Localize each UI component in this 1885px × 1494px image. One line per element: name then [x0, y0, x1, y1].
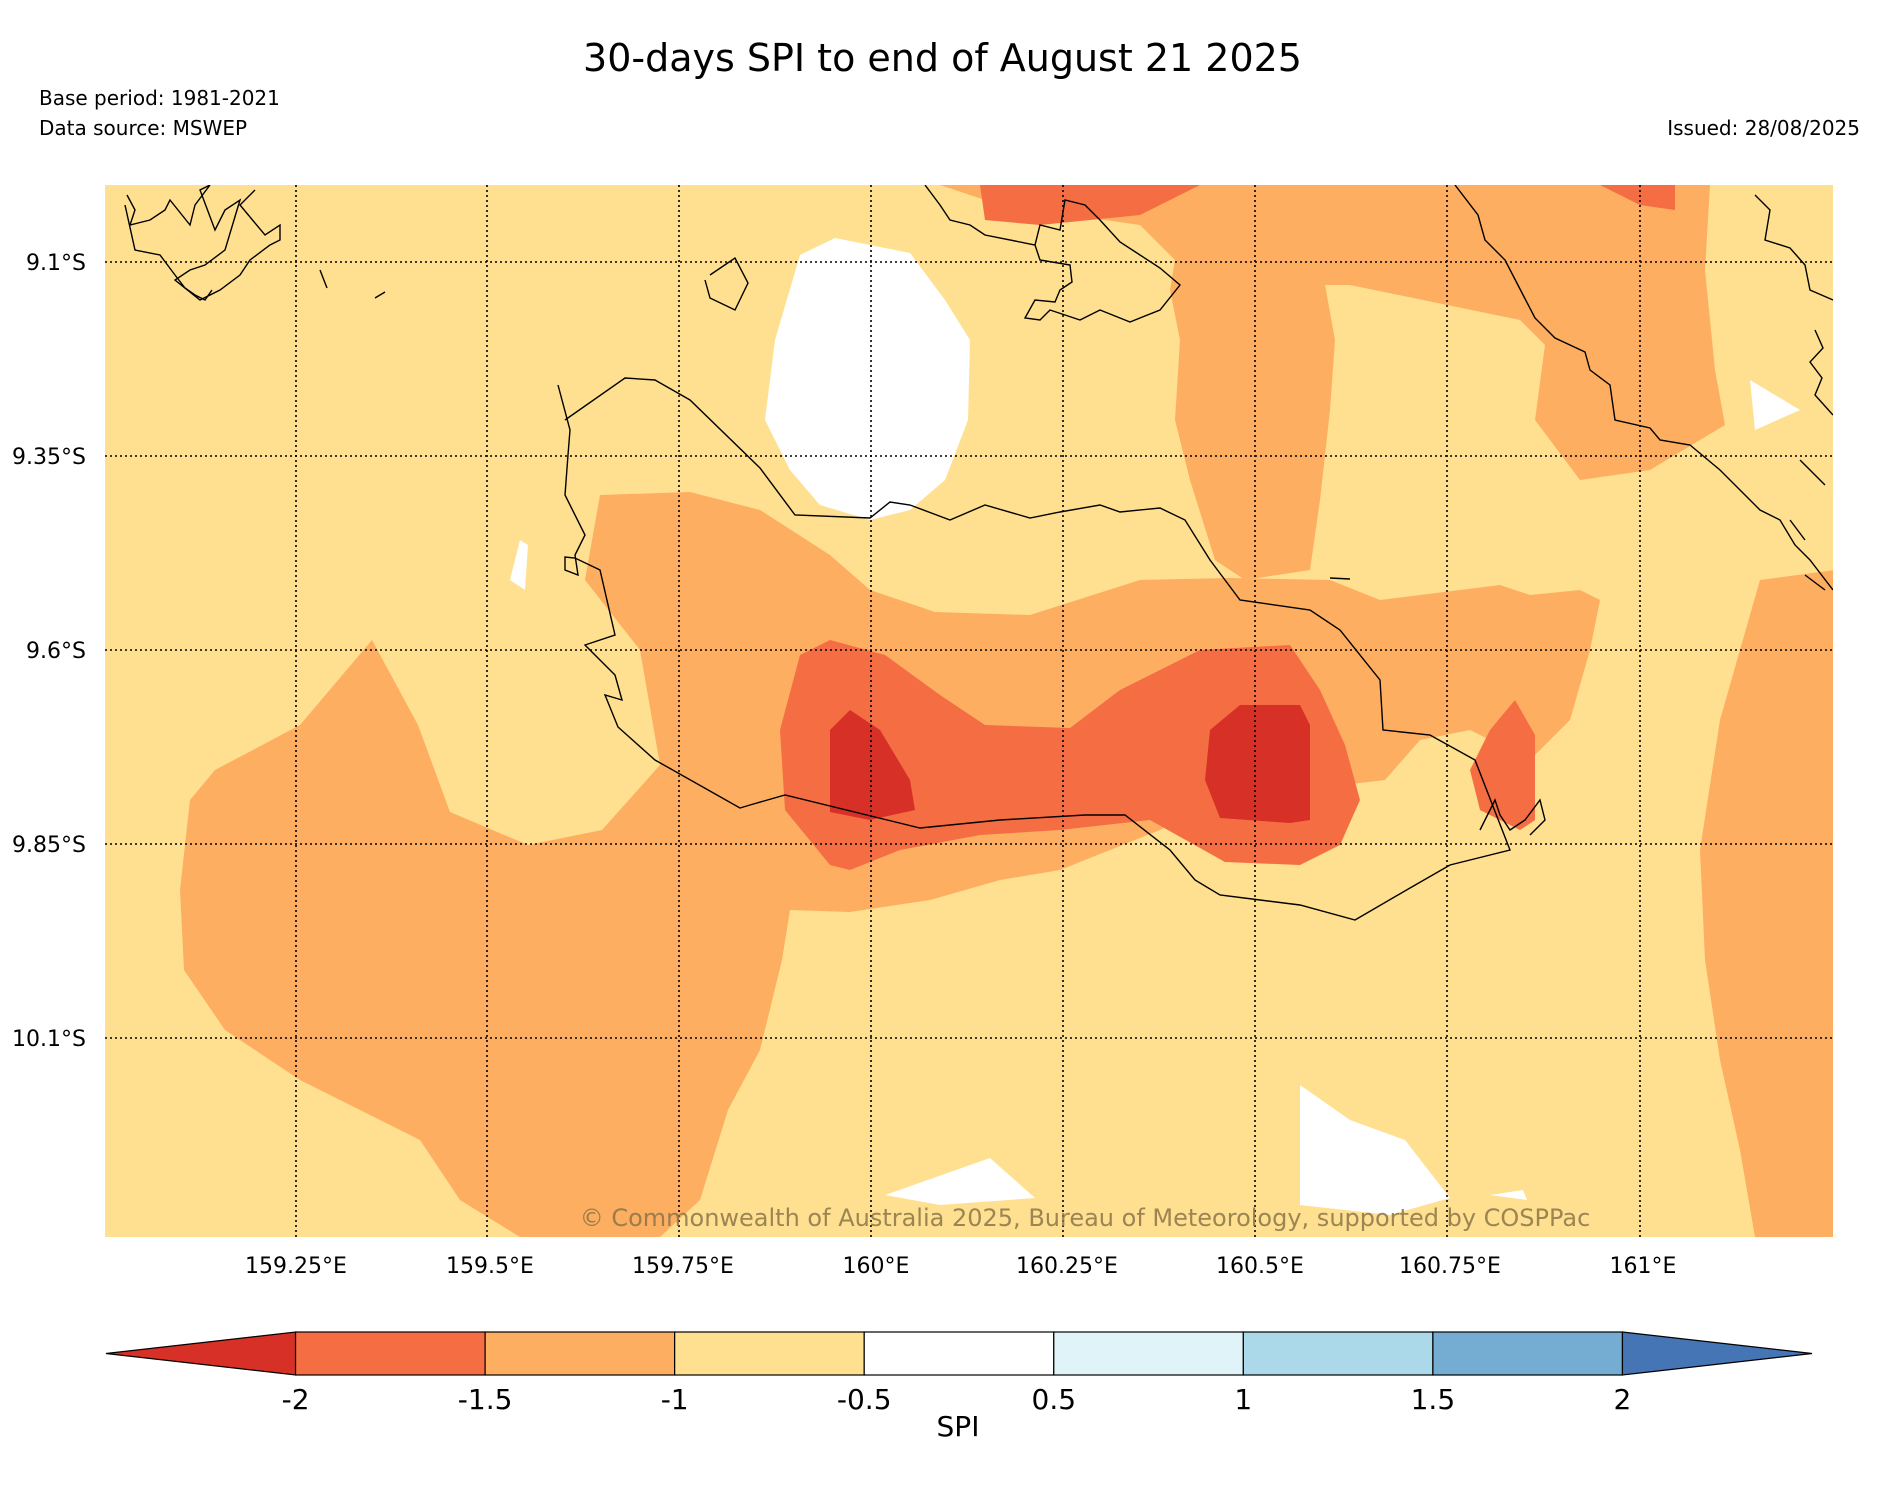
colorbar-label: SPI [937, 1410, 980, 1443]
colorbar-swatch [294, 1331, 486, 1376]
colorbar-swatch [1053, 1331, 1244, 1376]
colorbar-swatch [1432, 1331, 1624, 1376]
lon-label: 159.5°E [446, 1254, 534, 1279]
colorbar-tick: 1 [1234, 1383, 1252, 1416]
colorbar-extension-high [1621, 1331, 1813, 1376]
colorbar-tick-labels: -2 -1.5 -1 -0.5 0.5 1 1.5 2 [282, 1383, 1632, 1416]
issued-date: Issued: 28/08/2025 [1667, 116, 1860, 140]
coastline-main-island [557, 377, 1511, 921]
lat-label: 9.6°S [26, 639, 86, 664]
coastline-islets-northwest-2 [124, 204, 213, 301]
base-period-note: Base period: 1981-2021 [39, 86, 280, 110]
lon-label: 159.75°E [632, 1254, 734, 1279]
colorbar-swatch [863, 1331, 1055, 1376]
lon-label: 159.25°E [245, 1254, 347, 1279]
lat-label: 9.1°S [26, 251, 86, 276]
coastline-islets-east-2 [1809, 329, 1833, 416]
colorbar-tick: 2 [1614, 1383, 1632, 1416]
lon-label: 160°E [843, 1254, 910, 1279]
longitude-labels: 159.25°E 159.5°E 159.75°E 160°E 160.25°E… [245, 1254, 1676, 1279]
lon-label: 160.75°E [1399, 1254, 1501, 1279]
coastline-islets-southeast [1479, 798, 1546, 836]
lon-label: 160.5°E [1216, 1254, 1304, 1279]
map-gridlines [105, 185, 1833, 1237]
data-source-note: Data source: MSWEP [39, 116, 248, 140]
coastline-islets-northwest [126, 185, 281, 301]
lat-label: 9.85°S [12, 833, 86, 858]
colorbar-swatch [484, 1331, 676, 1376]
colorbar-tick: -2 [282, 1383, 310, 1416]
spi-colorbar [105, 1331, 1813, 1376]
coastline-eastern-island [1454, 185, 1833, 591]
coastline-north-island [924, 185, 1181, 323]
colorbar-tick: 1.5 [1411, 1383, 1456, 1416]
colorbar-tick: 0.5 [1032, 1383, 1077, 1416]
copyright-notice: © Commonwealth of Australia 2025, Bureau… [580, 1204, 1591, 1232]
coastline-islets-east [1754, 194, 1833, 301]
colorbar-extension-low [105, 1331, 297, 1376]
colorbar-tick: -0.5 [837, 1383, 892, 1416]
colorbar-tick: -1.5 [458, 1383, 513, 1416]
coastlines [124, 185, 1833, 921]
colorbar-swatch [1242, 1331, 1434, 1376]
lon-label: 160.25°E [1016, 1254, 1118, 1279]
spi-band-minus2-to-minus15 [780, 185, 1675, 870]
colorbar-tick: -1 [661, 1383, 689, 1416]
chart-title: 30-days SPI to end of August 21 2025 [583, 36, 1302, 80]
map-area: © Commonwealth of Australia 2025, Bureau… [105, 185, 1833, 1237]
spi-band-neutral [510, 238, 1800, 1215]
lon-label: 161°E [1610, 1254, 1677, 1279]
lat-label: 10.1°S [12, 1027, 86, 1052]
coastline-islet-small [704, 256, 749, 311]
spi-band-below-minus2 [830, 705, 1310, 823]
latitude-labels: 9.1°S 9.35°S 9.6°S 9.85°S 10.1°S [12, 251, 86, 1052]
colorbar-swatch [674, 1331, 865, 1376]
lat-label: 9.35°S [12, 445, 86, 470]
